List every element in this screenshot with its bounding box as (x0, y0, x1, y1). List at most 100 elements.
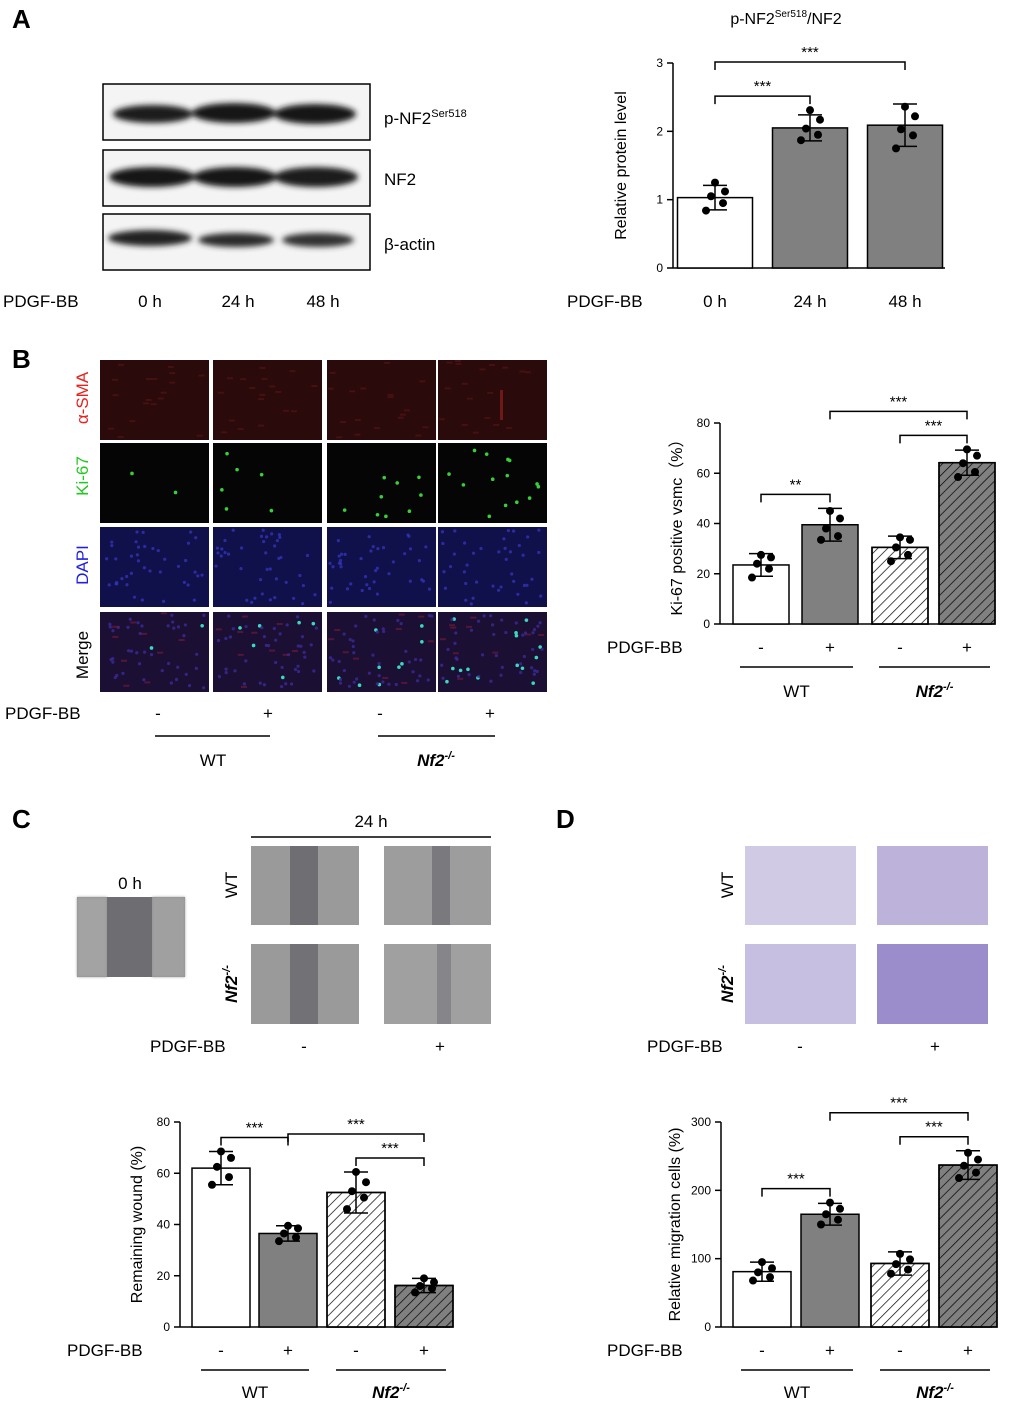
chart-a-ytick-label: 1 (656, 193, 663, 207)
chart-b-point-2 (906, 535, 914, 544)
if-dapi-nucleus (417, 559, 421, 563)
chart-d-point-3 (974, 1155, 982, 1164)
if-red-speck (261, 378, 268, 381)
chart-d-sig-label-2: *** (890, 1095, 908, 1112)
if-image-asma-nf2-plus (438, 360, 547, 440)
if-merge-red (241, 615, 248, 618)
chart-c-ytick-label: 60 (157, 1166, 171, 1180)
chart-a-bar-1 (771, 127, 849, 269)
if-merge-red (144, 681, 151, 684)
if-merge-red (334, 629, 341, 632)
if-dapi-nucleus (126, 649, 131, 653)
chart-d-pdgf-label: PDGF-BB (607, 1341, 683, 1360)
if-image-bg-ki67-wt-minus (100, 443, 209, 523)
chart-a-point-2 (897, 125, 905, 134)
if-dapi-nucleus (138, 631, 142, 636)
wound-image-nf2-minus (251, 944, 359, 1024)
blot-pdgf-label: PDGF-BB (3, 292, 79, 311)
if-ki67-nucleus (535, 482, 539, 486)
wound-image-0h (77, 897, 185, 977)
if-dapi-nucleus (109, 658, 113, 662)
if-dapi-nucleus (216, 638, 221, 643)
if-dapi-nucleus (149, 653, 154, 657)
panel-d: D WT Nf2-/- PDGF-BB - + 0 100 200 300 Relati… (556, 804, 998, 1402)
if-ki67-nucleus (447, 472, 451, 476)
if-dapi-nucleus (337, 554, 341, 558)
transwell-row-nf2: Nf2-/- (717, 965, 737, 1003)
if-ki67-nucleus (377, 665, 381, 670)
if-dapi-nucleus (126, 625, 130, 629)
if-dapi-nucleus (477, 674, 481, 679)
if-dapi-nucleus (360, 588, 364, 593)
if-merge-red (130, 621, 137, 624)
if-dapi-nucleus (296, 644, 300, 648)
if-dapi-nucleus (309, 643, 313, 647)
if-dapi-nucleus (479, 546, 483, 551)
if-dapi-nucleus (450, 618, 454, 622)
blot-time-24h: 24 h (221, 292, 254, 311)
chart-b-point-3 (963, 445, 971, 454)
if-dapi-nucleus (292, 596, 296, 601)
transwell-image-nf2-plus (877, 944, 988, 1024)
if-dapi-nucleus (239, 567, 243, 571)
if-red-speck (415, 434, 422, 437)
if-merge-red (452, 652, 459, 655)
transwell-image-nf2-minus (745, 944, 856, 1024)
if-ki67-nucleus (505, 473, 510, 478)
if-dapi-nucleus (382, 629, 386, 634)
if-dapi-nucleus (519, 670, 523, 675)
if-ki67-nucleus (251, 643, 256, 648)
if-dapi-nucleus (305, 553, 310, 558)
if-dapi-nucleus (328, 561, 332, 565)
if-red-speck (169, 381, 176, 384)
chart-d-ylabel: Relative migration cells (%) (667, 1128, 684, 1322)
chart-b-pdgf-label: PDGF-BB (607, 638, 683, 657)
if-image-grid (100, 360, 547, 692)
if-red-speck (259, 366, 266, 369)
if-dapi-nucleus (419, 658, 423, 662)
if-ki67-nucleus (235, 467, 239, 472)
if-dapi-nucleus (136, 545, 141, 549)
if-dapi-nucleus (381, 546, 386, 550)
chart-c-ytick-label: 80 (157, 1115, 171, 1129)
if-dapi-nucleus (480, 653, 485, 657)
if-red-speck (339, 421, 346, 424)
chart-d-ytick-label: 300 (691, 1115, 711, 1129)
chart-d-point-0 (754, 1268, 762, 1277)
if-dapi-nucleus (517, 543, 521, 548)
if-dapi-nucleus (195, 652, 199, 656)
chart-b-point-0 (753, 559, 761, 568)
if-dapi-nucleus (216, 551, 220, 555)
if-dapi-nucleus (258, 578, 263, 582)
if-dapi-nucleus (163, 557, 167, 561)
chart-a-point-0 (719, 199, 727, 208)
chart-d-group-label-0: WT (784, 1383, 810, 1402)
if-pdgf-label: PDGF-BB (5, 704, 81, 723)
chart-c-ytick-label: 20 (157, 1269, 171, 1283)
if-red-speck (227, 377, 234, 380)
if-ki67-nucleus (238, 626, 242, 630)
chart-c-bar-0 (191, 1167, 251, 1328)
if-red-speck (117, 435, 124, 438)
if-dapi-nucleus (223, 550, 227, 555)
if-red-speck (283, 409, 290, 412)
if-dapi-nucleus (367, 535, 371, 539)
chart-d-ytick-label: 100 (691, 1252, 711, 1266)
if-image-bg-dapi-wt-plus (213, 527, 322, 607)
if-dapi-nucleus (226, 552, 231, 556)
if-red-speck (269, 385, 276, 388)
if-dapi-nucleus (136, 559, 141, 563)
blot-band-actin-24h (198, 233, 274, 247)
if-dapi-nucleus (148, 569, 152, 573)
wound-image-nf2-plus (384, 944, 491, 1024)
if-dapi-nucleus (504, 630, 508, 635)
if-red-streak (500, 390, 503, 420)
if-red-speck (249, 386, 256, 389)
if-red-speck (384, 361, 391, 364)
if-merge-red (342, 651, 349, 654)
if-dapi-nucleus (289, 682, 294, 686)
if-dapi-nucleus (352, 680, 356, 684)
if-image-ki67-wt-plus (213, 443, 322, 523)
chart-a-point-0 (711, 178, 719, 187)
if-dapi-nucleus (375, 566, 379, 570)
